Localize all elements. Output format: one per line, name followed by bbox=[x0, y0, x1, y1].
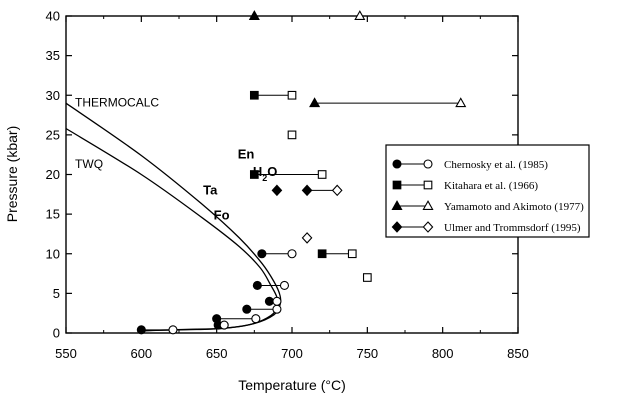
y-tick-label: 30 bbox=[46, 88, 60, 103]
phase-boundary-curves bbox=[65, 102, 282, 332]
x-tick-label: 850 bbox=[507, 346, 529, 361]
circle-open-marker bbox=[251, 314, 261, 324]
y-tick-label: 5 bbox=[53, 286, 60, 301]
circle-open-marker bbox=[168, 325, 178, 335]
y-axis-title: Pressure (kbar) bbox=[4, 126, 20, 222]
circle-filled-marker bbox=[136, 325, 146, 335]
square-filled-marker bbox=[249, 170, 259, 179]
circle-open-marker bbox=[272, 304, 282, 314]
y-tick-label: 35 bbox=[46, 48, 60, 63]
triangle-filled-marker bbox=[248, 10, 260, 20]
diamond-filled-marker bbox=[391, 221, 403, 233]
x-tick-label: 550 bbox=[55, 346, 77, 361]
legend-entry-label: Yamamoto and Akimoto (1977) bbox=[444, 201, 584, 213]
y-tick-label: 25 bbox=[46, 127, 60, 142]
phase-label: Ta bbox=[203, 182, 218, 197]
legend-box bbox=[385, 144, 590, 238]
y-tick-label: 40 bbox=[46, 9, 60, 24]
triangle-filled-marker bbox=[309, 97, 321, 108]
y-tick-label: 15 bbox=[46, 207, 60, 222]
square-open-marker bbox=[423, 180, 433, 190]
diamond-open-marker bbox=[301, 232, 313, 244]
circle-filled-marker bbox=[257, 249, 267, 259]
circle-filled-marker bbox=[264, 296, 274, 306]
circle-filled-marker bbox=[392, 159, 402, 169]
x-tick-label: 650 bbox=[206, 346, 228, 361]
y-tick-label: 10 bbox=[46, 246, 60, 261]
triangle-open-marker bbox=[422, 200, 434, 210]
circle-filled-marker bbox=[212, 314, 222, 324]
y-tick-label: 20 bbox=[46, 167, 60, 182]
legend-entry-label: Kitahara et al. (1966) bbox=[444, 180, 538, 192]
phase-label: En bbox=[238, 147, 255, 162]
square-open-marker bbox=[347, 249, 357, 259]
diamond-filled-marker bbox=[301, 184, 313, 197]
circle-filled-marker bbox=[252, 280, 262, 291]
diamond-filled-marker bbox=[271, 184, 283, 197]
legend-entry-label: Ulmer and Trommsdorf (1995) bbox=[444, 222, 581, 234]
x-tick-label: 800 bbox=[432, 346, 454, 361]
triangle-open-marker bbox=[354, 10, 366, 20]
triangle-filled-marker bbox=[391, 200, 403, 210]
phase-label: Fo bbox=[214, 208, 230, 223]
square-open-marker bbox=[287, 90, 297, 100]
x-axis-title: Temperature (°C) bbox=[238, 377, 346, 393]
diamond-open-marker bbox=[331, 184, 343, 197]
square-open-marker bbox=[362, 273, 372, 282]
circle-open-marker bbox=[272, 296, 282, 306]
square-open-marker bbox=[287, 130, 297, 140]
x-tick-label: 700 bbox=[281, 346, 303, 361]
legend-entry-label: Chernosky et al. (1985) bbox=[444, 159, 548, 171]
triangle-open-marker bbox=[455, 97, 467, 108]
square-open-marker bbox=[317, 170, 327, 179]
square-filled-marker bbox=[249, 90, 259, 100]
annotations: THERMOCALC TWQ En H2O Ta Fo bbox=[75, 95, 277, 222]
phase-label: H2O bbox=[253, 164, 278, 183]
legend: Chernosky et al. (1985) Kitahara et al. (… bbox=[385, 144, 590, 238]
curve-thermocalc bbox=[65, 102, 282, 332]
circle-open-marker bbox=[219, 320, 229, 330]
data-markers bbox=[136, 10, 467, 335]
square-filled-marker bbox=[392, 180, 402, 190]
y-tick-label: 0 bbox=[53, 326, 60, 341]
circle-open-marker bbox=[279, 280, 290, 291]
curve-label: TWQ bbox=[75, 157, 103, 171]
axis-ticks: 550 600 650 700 750 800 850 0 5 10 15 20 25 30 35 40 bbox=[46, 9, 529, 362]
diamond-open-marker bbox=[422, 221, 434, 233]
circle-open-marker bbox=[287, 249, 297, 259]
x-tick-label: 600 bbox=[130, 346, 152, 361]
circle-open-marker bbox=[423, 159, 433, 169]
curve-label: THERMOCALC bbox=[75, 95, 159, 109]
circle-filled-marker bbox=[242, 304, 252, 314]
square-filled-marker bbox=[317, 249, 327, 259]
x-tick-label: 750 bbox=[356, 346, 378, 361]
